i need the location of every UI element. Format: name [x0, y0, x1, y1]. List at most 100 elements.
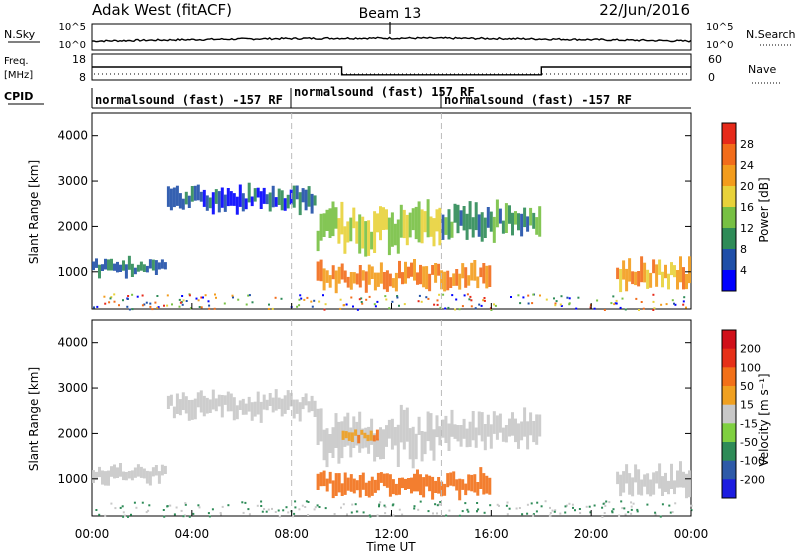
scatter-cell — [622, 260, 626, 280]
scatter-cell — [470, 474, 474, 492]
ground-scatter-point — [166, 505, 169, 508]
y-tick-label: 3000 — [57, 381, 88, 395]
sky-tick-low: 10^0 — [59, 40, 86, 51]
scatter-cell — [417, 201, 421, 243]
ground-scatter-point — [278, 515, 281, 518]
ground-scatter-point — [418, 294, 421, 297]
ground-scatter-point — [493, 303, 495, 306]
scatter-cell — [529, 412, 533, 436]
ground-scatter-point — [157, 306, 160, 309]
scatter-cell — [244, 403, 248, 415]
scatter-cell — [495, 415, 499, 440]
scatter-cell — [407, 266, 410, 279]
ground-scatter-point — [624, 513, 627, 516]
ground-scatter-point — [188, 515, 191, 518]
ground-scatter-point — [244, 501, 247, 504]
colorbar-swatch — [722, 386, 736, 406]
ground-scatter-point — [322, 294, 324, 297]
ground-scatter-point — [439, 501, 442, 503]
ground-scatter-point — [468, 298, 471, 301]
scatter-cell — [432, 218, 436, 247]
scatter-cell — [501, 220, 505, 234]
ground-scatter-point — [613, 303, 616, 306]
scatter-cell — [337, 421, 341, 464]
scatter-cell — [676, 470, 679, 488]
scatter-cell — [110, 466, 113, 477]
scatter-cell — [235, 405, 239, 420]
scatter-cell — [211, 389, 215, 410]
ground-scatter-point — [419, 500, 422, 503]
scatter-cell — [136, 264, 140, 272]
ground-scatter-point — [219, 512, 222, 514]
scatter-cell — [301, 188, 305, 203]
ground-scatter-point — [532, 293, 535, 296]
scatter-cell — [334, 473, 338, 496]
scatter-cell — [404, 261, 407, 284]
ground-scatter-point — [668, 504, 671, 507]
ground-scatter-point — [559, 303, 562, 306]
ground-scatter-point — [128, 308, 131, 311]
scatter-cell — [425, 474, 429, 487]
scatter-cell — [417, 416, 421, 435]
ground-scatter-point — [544, 500, 547, 503]
scatter-cell — [349, 217, 353, 242]
scatter-cell — [235, 196, 239, 215]
scatter-cell — [423, 211, 427, 233]
ground-scatter-point — [179, 301, 182, 304]
scatter-cell — [474, 427, 478, 448]
ground-scatter-point — [156, 295, 159, 297]
colorbar-swatch — [722, 123, 736, 145]
ground-scatter-point — [568, 502, 571, 505]
ground-scatter-point — [162, 509, 165, 511]
scatter-cell — [358, 214, 362, 254]
scatter-cell — [325, 478, 329, 492]
ground-scatter-point — [454, 308, 457, 311]
scatter-cell — [459, 210, 463, 226]
scatter-cell — [304, 189, 308, 211]
ground-scatter-point — [126, 305, 129, 308]
ground-scatter-point — [360, 301, 363, 303]
scatter-cell — [682, 267, 685, 290]
scatter-cell — [628, 258, 632, 282]
scatter-cell — [486, 414, 490, 437]
scatter-cell — [372, 435, 376, 442]
ground-scatter-point — [383, 504, 386, 507]
scatter-cell — [151, 467, 155, 477]
scatter-cell — [298, 402, 302, 422]
scatter-cell — [413, 259, 416, 281]
scatter-cell — [154, 465, 158, 476]
scatter-cell — [328, 434, 332, 453]
scatter-cell — [310, 395, 314, 412]
scatter-cell — [446, 473, 450, 488]
scatter-cell — [637, 271, 641, 287]
scatter-cell — [434, 263, 438, 283]
scatter-cell — [247, 182, 251, 203]
ground-scatter-point — [683, 296, 686, 299]
ground-scatter-point — [261, 510, 264, 513]
scatter-cell — [113, 263, 116, 271]
ground-scatter-point — [136, 295, 139, 298]
scatter-cell — [390, 212, 394, 247]
ground-scatter-point — [478, 303, 481, 306]
scatter-cell — [396, 424, 400, 467]
ground-scatter-point — [171, 303, 173, 306]
ground-scatter-point — [554, 304, 557, 307]
ground-scatter-point — [461, 305, 464, 308]
scatter-cell — [664, 472, 667, 492]
colorbar-swatch — [722, 249, 736, 271]
ground-scatter-point — [477, 508, 480, 511]
ground-scatter-point — [636, 508, 639, 511]
scatter-cell — [404, 478, 407, 490]
scatter-cell — [514, 418, 517, 443]
scatter-cell — [401, 272, 404, 285]
ground-scatter-point — [181, 295, 184, 297]
scatter-cell — [361, 472, 365, 490]
scatter-cell — [416, 272, 419, 285]
ground-scatter-point — [280, 297, 283, 300]
scatter-cell — [319, 213, 323, 241]
x-tick-label: 12:00 — [374, 527, 409, 541]
ground-scatter-point — [494, 304, 497, 307]
ground-scatter-point — [110, 296, 113, 299]
scatter-cell — [452, 471, 456, 487]
ground-scatter-point — [145, 511, 148, 514]
